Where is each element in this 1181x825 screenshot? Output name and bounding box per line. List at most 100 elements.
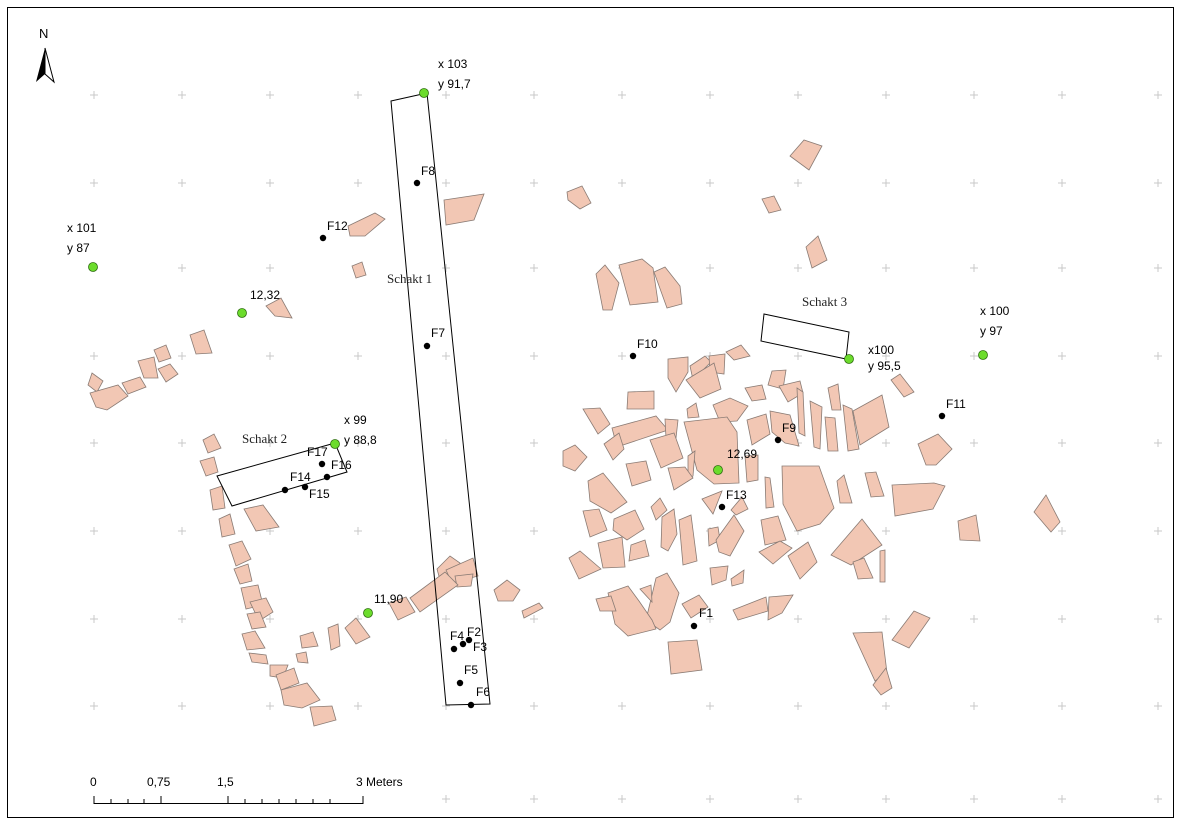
stone (265, 297, 293, 319)
grid-cross (178, 439, 186, 447)
stone-polygons (87, 139, 1061, 727)
control-label-x101-line1: x 101 (67, 221, 97, 235)
stone (299, 631, 319, 649)
trench-schakt-3 (760, 313, 850, 360)
control-label-x103-line1: x 103 (438, 57, 468, 71)
grid-cross (1058, 179, 1066, 187)
grid-cross (442, 439, 450, 447)
stone (805, 235, 828, 269)
feature-dot-f15 (301, 483, 309, 491)
feature-dot-f17 (318, 460, 326, 468)
grid-cross (1154, 615, 1162, 623)
feature-dot-f2 (465, 636, 473, 644)
north-arrow-right-half (44, 47, 55, 84)
stone (764, 476, 775, 509)
feature-dot-f8 (413, 179, 421, 187)
stone (351, 261, 367, 279)
grid-cross (706, 615, 714, 623)
grid-cross (354, 91, 362, 99)
stone (852, 557, 874, 580)
stone (89, 384, 129, 411)
grid-cross (1058, 702, 1066, 710)
grid-cross (706, 91, 714, 99)
trench-schakt-2 (216, 442, 348, 507)
control-label-x101-line2: y 87 (67, 241, 90, 255)
stone (189, 329, 213, 355)
grid-cross (618, 179, 626, 187)
trench-label-schakt-2: Schakt 2 (242, 431, 287, 446)
stone (891, 482, 946, 517)
feature-dot-f12 (319, 234, 327, 242)
feature-dot-f6 (467, 701, 475, 709)
grid-cross (178, 527, 186, 535)
stone (587, 472, 628, 514)
stone (280, 682, 321, 709)
stone (653, 266, 683, 309)
grid-cross (530, 615, 538, 623)
trench-label-schakt-3: Schakt 3 (802, 294, 847, 309)
stone (649, 432, 684, 469)
grid-cross (794, 91, 802, 99)
control-label-x99-line1: x 99 (344, 413, 367, 427)
control-label-1232: 12,32 (250, 288, 280, 302)
control-point-x101 (88, 262, 98, 272)
stone (830, 518, 883, 566)
grid-cross (1058, 439, 1066, 447)
grid-cross (618, 795, 626, 803)
stone (409, 571, 459, 613)
grid-cross (706, 264, 714, 272)
grid-cross (882, 439, 890, 447)
grid-cross (882, 527, 890, 535)
grid-cross (882, 179, 890, 187)
grid-cross (354, 179, 362, 187)
grid-cross (1058, 264, 1066, 272)
grid-cross (530, 439, 538, 447)
stone (568, 550, 602, 580)
grid-cross (178, 702, 186, 710)
grid-cross (354, 439, 362, 447)
grid-cross (882, 702, 890, 710)
stone (660, 508, 678, 552)
grid-cross (266, 91, 274, 99)
stone (248, 652, 269, 665)
feature-label-f13: F13 (726, 488, 747, 502)
control-label-1269: 12,69 (727, 447, 757, 461)
stone (443, 193, 485, 226)
grid-cross (794, 615, 802, 623)
grid-cross (90, 439, 98, 447)
grid-cross (90, 527, 98, 535)
grid-cross (882, 795, 890, 803)
grid-cross (882, 91, 890, 99)
feature-dot-f7 (423, 342, 431, 350)
grid-cross (178, 91, 186, 99)
grid-cross (970, 264, 978, 272)
stone (725, 344, 751, 361)
grid-cross (1058, 527, 1066, 535)
grid-cross (970, 91, 978, 99)
grid-cross (618, 702, 626, 710)
grid-cross (90, 179, 98, 187)
grid-cross (266, 615, 274, 623)
control-point-1232 (237, 308, 247, 318)
feature-labels: F1 F2 F3 F4 F5 F6 F7 F8 F9 F10 F11 F12 F… (290, 164, 966, 699)
stone (842, 404, 860, 452)
control-label-x103-line2: y 91,7 (438, 77, 471, 91)
stone (781, 465, 835, 532)
stone (760, 515, 787, 546)
grid-cross (178, 179, 186, 187)
stone (864, 471, 885, 498)
stone (917, 433, 953, 466)
grid-cross (618, 91, 626, 99)
grid-cross (618, 352, 626, 360)
stone (746, 413, 771, 446)
stone (121, 376, 147, 395)
grid-cross (266, 439, 274, 447)
stone (228, 540, 252, 567)
scale-label-15: 1,5 (217, 775, 234, 789)
stone (667, 356, 689, 393)
control-label-x99-line2: y 88,8 (344, 433, 377, 447)
stone (715, 514, 745, 557)
stone (199, 456, 219, 477)
stone (836, 474, 853, 504)
